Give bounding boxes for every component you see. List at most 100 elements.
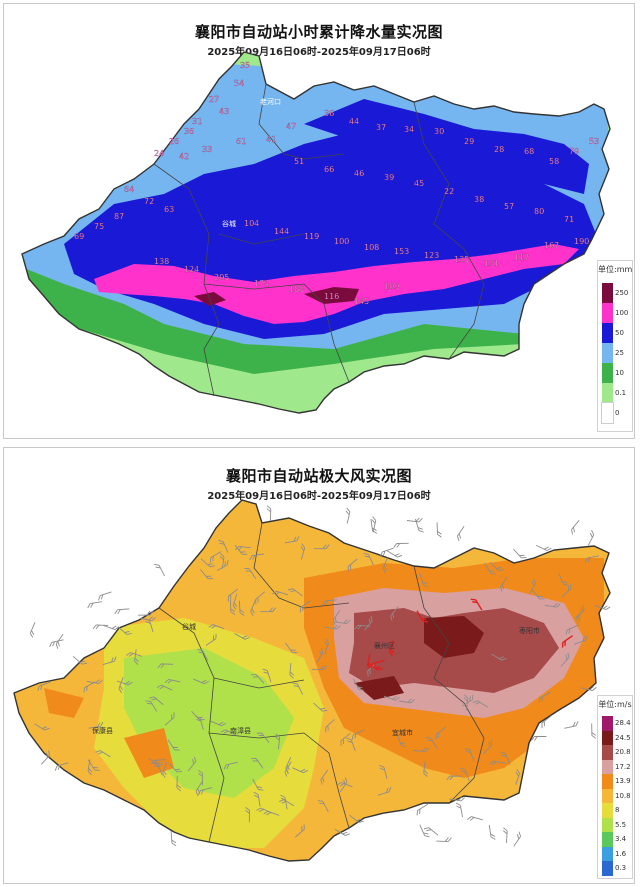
wind-barb (574, 635, 588, 645)
wind-barb (34, 723, 50, 731)
wind-barb (126, 652, 142, 657)
wind-barb (197, 649, 209, 661)
wind-barb (198, 769, 203, 786)
wind-barb (292, 767, 309, 774)
wind-barb (167, 739, 180, 751)
wind-barb (370, 519, 378, 534)
wind-barb (446, 775, 462, 781)
wind-barb (266, 505, 272, 521)
wind-barb (98, 591, 112, 601)
wind-barb (134, 649, 139, 666)
wind-legend-swatch (602, 788, 613, 803)
wind-barb (594, 604, 611, 611)
station-rainfall-value: 58 (549, 157, 559, 166)
rainfall-legend-swatch (602, 283, 613, 303)
station-rainfall-value: 22 (444, 187, 454, 196)
wind-barb (114, 608, 130, 615)
wind-barb (587, 530, 595, 546)
wind-barb (86, 679, 103, 685)
wind-barb (320, 769, 329, 785)
city-boundary (21, 51, 611, 414)
station-rainfall-value: 36 (324, 109, 334, 118)
station-rainfall-value: 69 (74, 232, 84, 241)
station-rainfall-value: 26 (169, 137, 179, 146)
wind-barb (489, 760, 505, 766)
wind-barb (347, 558, 358, 572)
wind-barb (541, 715, 552, 729)
wind-barb (538, 691, 551, 703)
place-label-zaoyang: 枣阳市 (519, 626, 540, 635)
wind-barb (489, 561, 504, 571)
station-rainfall-value: 37 (376, 123, 386, 132)
wind-legend-swatch (602, 832, 613, 847)
station-rainfall-value: 47 (286, 122, 296, 131)
wind-barb (148, 757, 164, 766)
rainfall-legend-swatch (602, 303, 613, 323)
wind-barb (157, 663, 174, 669)
station-rainfall-value: 28 (494, 145, 504, 154)
wind-barb (54, 762, 69, 771)
wind-barb (379, 764, 388, 779)
wind-legend-swatch (602, 745, 613, 760)
wind-barb (216, 559, 229, 571)
wind-barb (558, 573, 569, 586)
wind-barb (255, 591, 266, 605)
wind-barb (380, 547, 394, 558)
wind-barb (219, 552, 225, 569)
wind-barb (561, 583, 572, 598)
wind-barb (383, 695, 400, 701)
station-rainfall-value: 45 (414, 179, 424, 188)
rainfall-legend: 单位:mm 250 100 50 25 10 0.1 0 (597, 260, 633, 432)
wind-barb (162, 762, 168, 778)
rainfall-legend-label: 10 (615, 369, 624, 377)
wind-barb (363, 552, 374, 566)
station-rainfall-value: 57 (504, 202, 514, 211)
wind-barb (262, 668, 272, 683)
wind-barb (340, 732, 351, 746)
wind-barb (208, 624, 225, 630)
wind-barb (352, 678, 364, 691)
wind-barb (416, 610, 428, 623)
wind-barb (200, 569, 214, 580)
wind-barb (390, 606, 399, 621)
wind-barb (513, 831, 522, 847)
wind-barb (325, 719, 335, 733)
wind-barb (423, 761, 429, 777)
wind-legend: 单位:m/s 28.4 24.5 20.8 17.2 13.9 10.8 8 5.5 3.4 1.… (597, 695, 633, 879)
station-rainfall-value: 46 (354, 169, 364, 178)
station-rainfall-value: 138 (154, 257, 169, 266)
wind-map-subtitle: 2025年09月16日06时-2025年09月17日06时 (207, 491, 431, 502)
wind-barb (263, 810, 280, 816)
wind-barb (529, 578, 536, 595)
wind-barb (470, 598, 483, 611)
station-rainfall-value: 72 (144, 197, 154, 206)
wind-barb (234, 633, 250, 640)
wind-legend-label: 10.8 (615, 791, 631, 800)
wind-barb (272, 590, 289, 596)
wind-barb (275, 733, 281, 750)
wind-barb (249, 553, 264, 561)
wind-barb (92, 624, 109, 630)
wind-barb (396, 733, 407, 748)
wind-legend-label: 17.2 (615, 762, 631, 771)
wind-legend-label: 1.6 (615, 849, 627, 858)
wind-barb (55, 633, 64, 649)
wind-barb (459, 767, 470, 781)
wind-barb (313, 702, 328, 712)
wind-barb (103, 625, 120, 631)
wind-barb (364, 616, 373, 631)
wind-barb (156, 684, 173, 691)
station-rainfall-value: 167 (544, 241, 559, 250)
wind-barb (118, 677, 124, 693)
wind-barb (195, 780, 203, 796)
wind-barb (252, 778, 264, 791)
wind-barb (220, 729, 237, 736)
station-rainfall-value: 54 (234, 79, 244, 88)
wind-barb (144, 618, 154, 633)
wind-barb (292, 682, 304, 695)
station-rainfall-value: 135 (454, 255, 469, 264)
wind-barb (284, 642, 298, 654)
wind-barb (311, 665, 328, 670)
station-rainfall-value: 24 (154, 149, 164, 158)
wind-legend-swatch (602, 774, 613, 789)
